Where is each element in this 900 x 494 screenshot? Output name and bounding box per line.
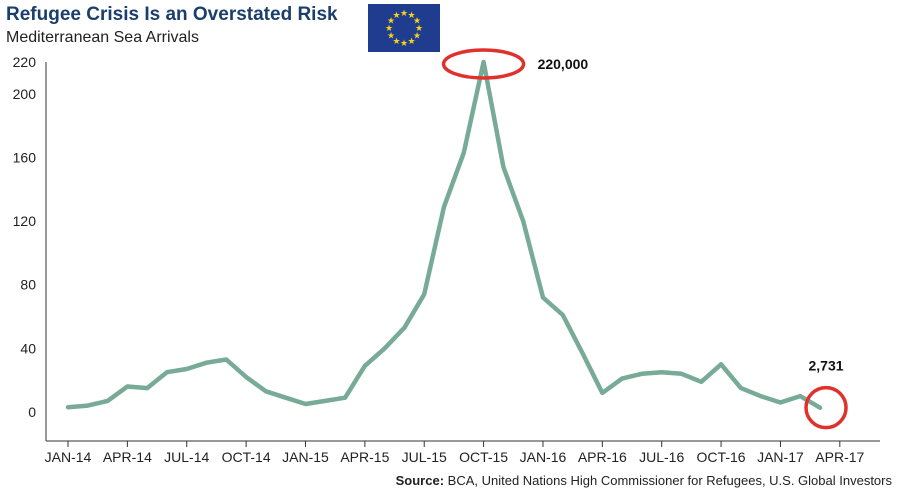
x-tick-label: APR-16 — [578, 449, 627, 465]
chart-subtitle: Mediterranean Sea Arrivals — [6, 29, 199, 46]
x-tick-label: JAN-15 — [282, 449, 329, 465]
flag-star: ★ — [385, 24, 393, 34]
x-tick-label: JUL-16 — [639, 449, 684, 465]
source-text: BCA, United Nations High Commissioner fo… — [444, 473, 892, 488]
source-label: Source: — [395, 473, 445, 488]
source-note: Source: BCA, United Nations High Commiss… — [396, 472, 892, 490]
x-tick-label: OCT-14 — [222, 449, 271, 465]
flag-star: ★ — [392, 37, 400, 47]
x-tick-label: APR-17 — [815, 449, 864, 465]
x-tick-label: JAN-17 — [757, 449, 804, 465]
y-tick-label: 160 — [13, 149, 37, 165]
peak-annotation-label: 220,000 — [538, 56, 589, 72]
flag-background — [368, 4, 440, 52]
y-tick-label: 40 — [20, 340, 36, 356]
x-tick-label: JAN-16 — [520, 449, 567, 465]
flag-star: ★ — [387, 17, 395, 27]
flag-star: ★ — [407, 11, 415, 21]
x-tick-label: JAN-14 — [45, 449, 92, 465]
y-tick-label: 200 — [13, 86, 37, 102]
series-line — [65, 59, 823, 410]
flag-star: ★ — [400, 9, 408, 19]
y-tick-label: 120 — [13, 213, 37, 229]
flag-star: ★ — [407, 37, 415, 47]
flag-star: ★ — [400, 39, 408, 49]
latest-annotation-label: 2,731 — [808, 358, 843, 374]
y-tick-label: 80 — [20, 277, 36, 293]
x-tick-label: APR-14 — [103, 449, 152, 465]
y-tick-label: 0 — [28, 404, 36, 420]
y-tick-label: 220 — [13, 54, 37, 70]
x-tick-label: APR-15 — [340, 449, 389, 465]
flag-star: ★ — [413, 32, 421, 42]
x-tick-label: JUL-15 — [402, 449, 447, 465]
x-tick-label: OCT-16 — [697, 449, 746, 465]
peak-highlight-circle — [441, 48, 526, 80]
eu-flag-icon: ★ ★★★★★★★★★★★ — [368, 4, 440, 52]
x-tick-label: OCT-15 — [459, 449, 508, 465]
flag-star: ★ — [392, 11, 400, 21]
x-tick-label: JUL-14 — [164, 449, 209, 465]
flag-star: ★ — [387, 32, 395, 42]
flag-star: ★ — [415, 24, 423, 34]
flag-star: ★ — [413, 17, 421, 27]
chart-title: Refugee Crisis Is an Overstated Risk — [6, 4, 338, 25]
latest-highlight-circle — [804, 385, 848, 430]
